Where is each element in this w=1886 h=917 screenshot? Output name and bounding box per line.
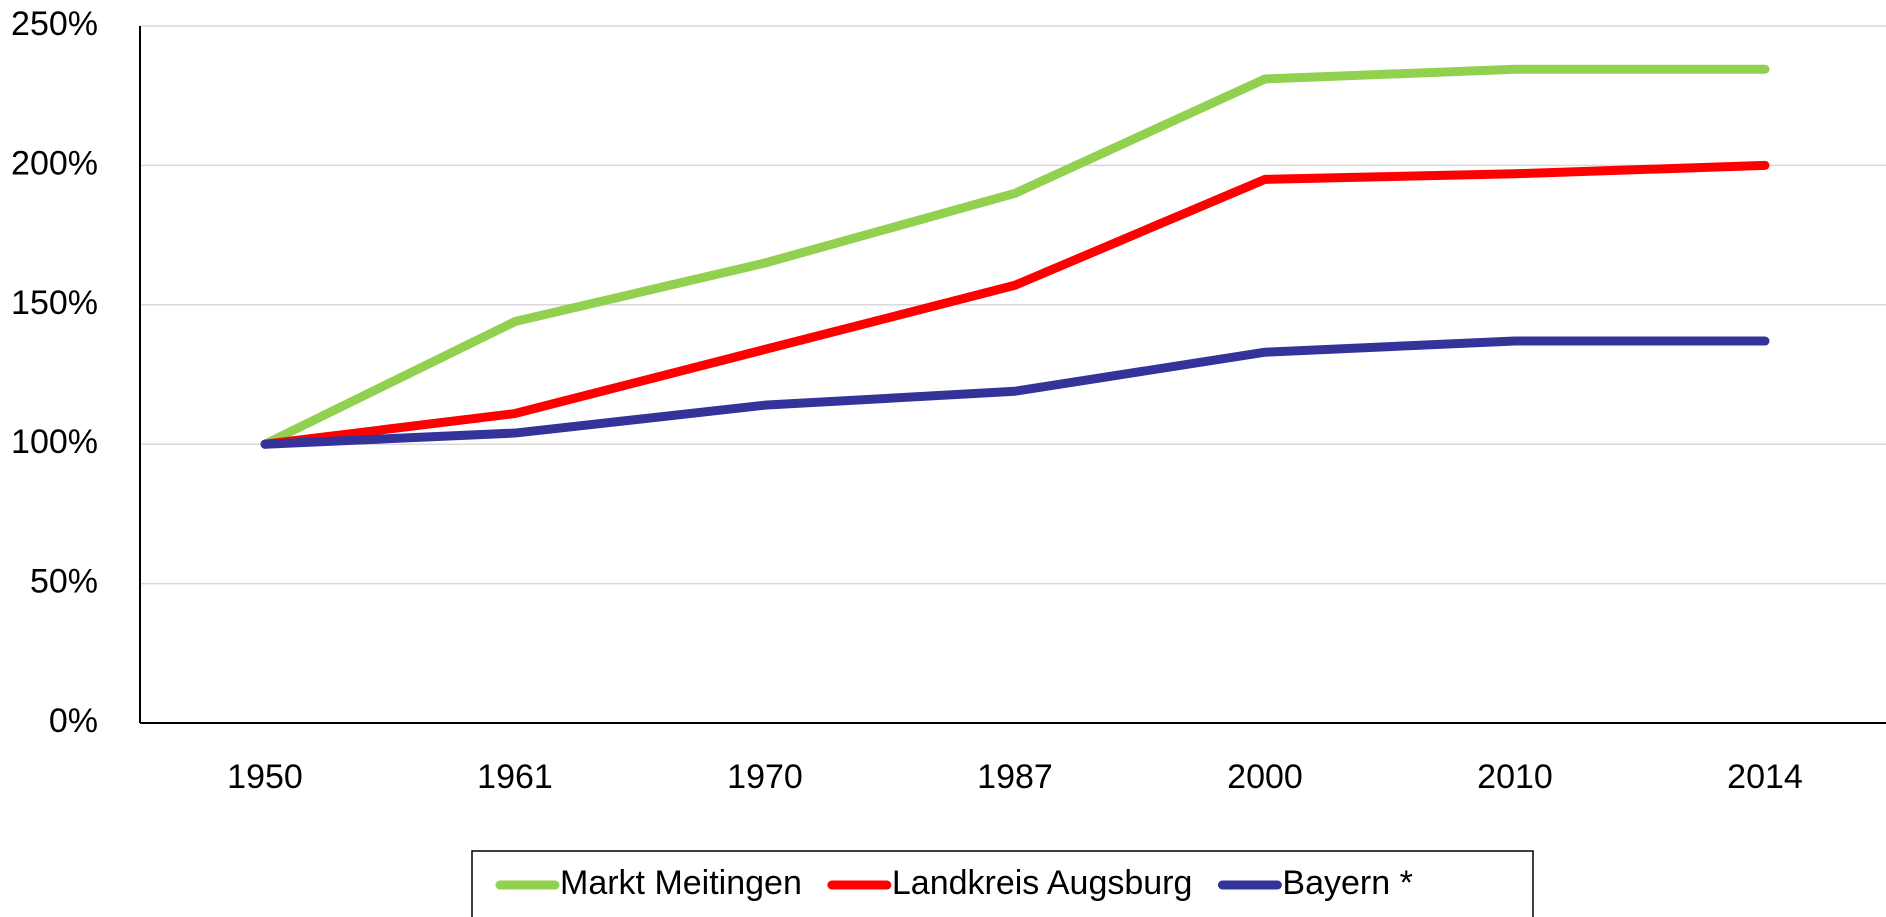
y-tick-label: 100% xyxy=(11,423,98,461)
x-tick-label: 1970 xyxy=(727,758,803,796)
x-tick-label: 1961 xyxy=(477,758,553,796)
y-tick-label: 50% xyxy=(30,563,98,601)
series-line xyxy=(260,160,1770,449)
series-line xyxy=(260,336,1770,449)
y-tick-label: 250% xyxy=(11,5,98,43)
series-line xyxy=(260,64,1770,449)
x-tick-label: 2014 xyxy=(1727,758,1803,796)
legend-box xyxy=(471,850,1534,917)
legend-label: Landkreis Augsburg xyxy=(892,864,1193,902)
x-tick-label: 1987 xyxy=(977,758,1053,796)
y-tick-label: 150% xyxy=(11,284,98,322)
x-tick-label: 1950 xyxy=(227,758,303,796)
x-tick-label: 2010 xyxy=(1477,758,1553,796)
legend-label: Markt Meitingen xyxy=(560,864,802,902)
y-tick-label: 0% xyxy=(49,702,98,740)
y-tick-label: 200% xyxy=(11,144,98,182)
x-tick-label: 2000 xyxy=(1227,758,1303,796)
legend-label: Bayern * xyxy=(1282,864,1412,902)
